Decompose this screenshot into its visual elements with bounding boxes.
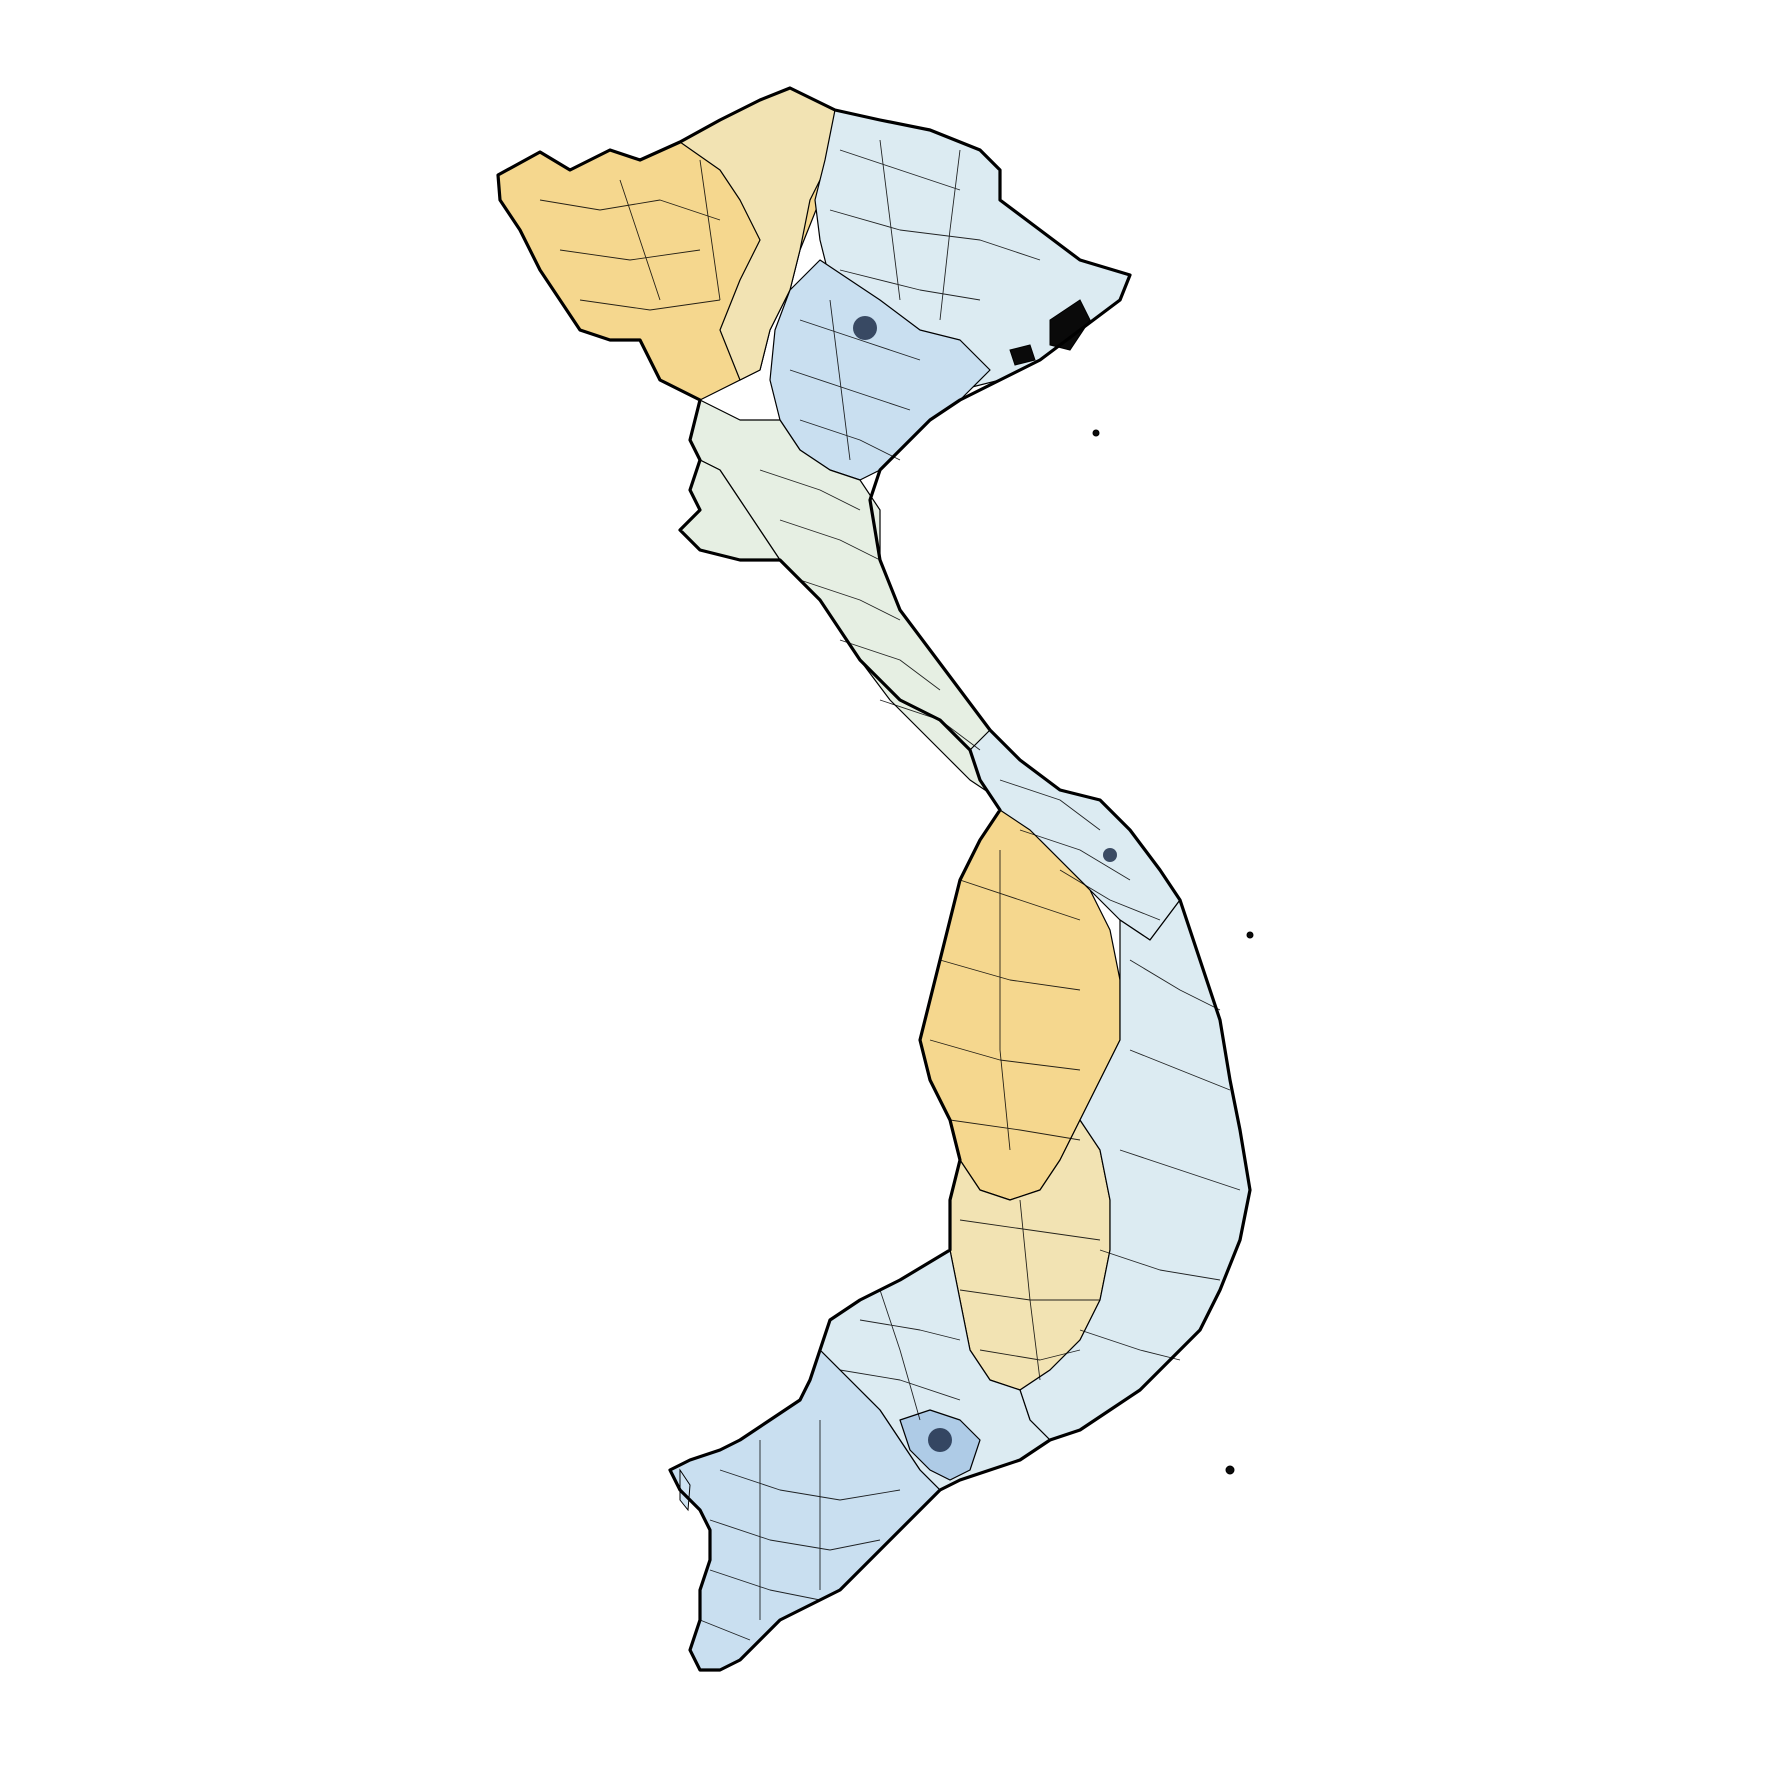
island-ly-son [1246, 931, 1254, 939]
district-boundaries [539, 139, 1241, 1641]
hcmc-cluster [928, 1428, 952, 1452]
island-bach-long-vi [1092, 429, 1100, 437]
islands [679, 299, 1254, 1512]
hanoi-cluster [853, 316, 877, 340]
urban-clusters [853, 316, 1117, 1452]
region-fills [497, 87, 1251, 1671]
island-halong [1049, 299, 1091, 351]
island-con-dao [1225, 1465, 1235, 1475]
island-halong-2 [1009, 344, 1036, 366]
country-outline [496, 86, 1252, 1672]
danang-cluster [1103, 848, 1117, 862]
